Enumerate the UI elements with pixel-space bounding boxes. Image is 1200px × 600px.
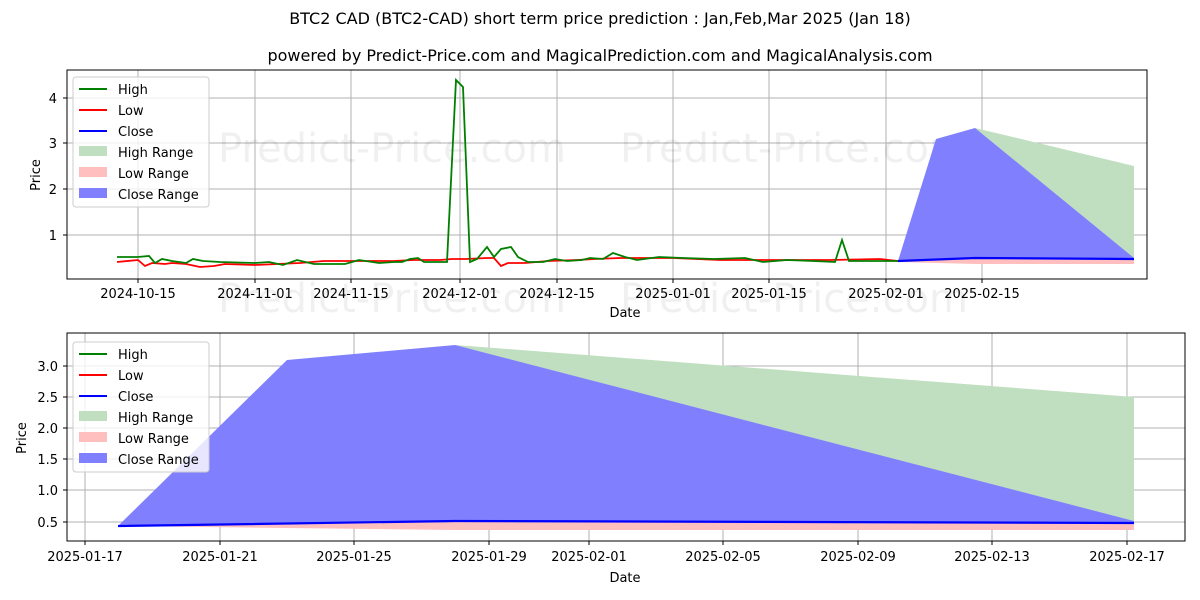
legend-close-range-label: Close Range xyxy=(118,188,199,203)
top-ytick-label: 3 xyxy=(49,137,57,152)
top-grid xyxy=(67,70,1147,279)
bottom-ytick-label: 2.0 xyxy=(37,422,58,437)
bottom-xtick-label: 2025-01-25 xyxy=(316,550,392,565)
top-x-axis-label: Date xyxy=(609,306,640,321)
top-x-ticks xyxy=(137,279,983,283)
top-xtick-label: 2024-10-15 xyxy=(100,287,176,302)
top-ytick-label: 1 xyxy=(49,229,57,244)
legend-high-label: High xyxy=(118,348,148,363)
top-xtick-label: 2024-12-15 xyxy=(519,287,595,302)
bottom-y-axis-label: Price xyxy=(15,422,30,454)
close-line xyxy=(117,519,1135,528)
bottom-x-axis-label: Date xyxy=(609,571,640,586)
bottom-xtick-label: 2025-01-21 xyxy=(182,550,258,565)
close-range-area xyxy=(118,345,1134,526)
top-axes-frame xyxy=(66,69,1148,280)
watermark: Predict-Price.com xyxy=(620,126,968,172)
bottom-y-ticks xyxy=(63,365,67,523)
bottom-ytick-label: 1.0 xyxy=(37,484,58,499)
bottom-chart: Predict-Price.com Predict-Price.com 3.0 … xyxy=(15,332,1186,586)
top-ytick-label: 4 xyxy=(49,92,57,107)
top-chart: Predict-Price.com Predict-Price.com Pred… xyxy=(29,69,1148,322)
bottom-ytick-label: 1.5 xyxy=(37,453,58,468)
legend-close-label: Close xyxy=(118,125,153,140)
bottom-axes-frame xyxy=(66,332,1186,542)
close-range-area xyxy=(898,128,1134,261)
top-xtick-label: 2024-11-01 xyxy=(217,287,293,302)
legend-low-range-label: Low Range xyxy=(118,167,189,182)
top-xtick-label: 2025-02-01 xyxy=(848,287,924,302)
bottom-xtick-label: 2025-01-29 xyxy=(451,550,527,565)
legend-high-range-swatch xyxy=(79,146,107,156)
legend-high-range-label: High Range xyxy=(118,411,193,426)
legend-low-label: Low xyxy=(118,104,144,119)
legend-close-range-swatch xyxy=(79,188,107,198)
bottom-xtick-label: 2025-02-17 xyxy=(1089,550,1165,565)
bottom-ytick-label: 2.5 xyxy=(37,391,58,406)
bottom-ytick-label: 3.0 xyxy=(37,360,58,375)
low-range-area xyxy=(118,522,1134,530)
bottom-xtick-label: 2025-02-13 xyxy=(954,550,1030,565)
top-y-axis-label: Price xyxy=(29,159,44,191)
legend-high-range-label: High Range xyxy=(118,146,193,161)
watermark: Predict-Price.com xyxy=(218,126,566,172)
bottom-xtick-label: 2025-02-01 xyxy=(551,550,627,565)
top-legend: High Low Close High Range Low Range Clos… xyxy=(72,76,210,208)
watermark: Predict-Price.com xyxy=(620,276,968,322)
top-xtick-label: 2025-02-15 xyxy=(944,287,1020,302)
legend-low-range-swatch xyxy=(79,432,107,442)
legend-close-label: Close xyxy=(118,390,153,405)
legend-low-range-swatch xyxy=(79,167,107,177)
top-xtick-label: 2024-12-01 xyxy=(422,287,498,302)
top-xtick-label: 2025-01-15 xyxy=(731,287,807,302)
bottom-x-ticks xyxy=(84,541,1128,545)
legend-high-range-swatch xyxy=(79,411,107,421)
top-xtick-label: 2024-11-15 xyxy=(313,287,389,302)
bottom-xtick-label: 2025-02-09 xyxy=(820,550,896,565)
bottom-legend: High Low Close High Range Low Range Clos… xyxy=(72,341,210,473)
high-line xyxy=(117,77,898,266)
top-xtick-label: 2025-01-01 xyxy=(635,287,711,302)
chart-subtitle: powered by Predict-Price.com and Magical… xyxy=(267,46,933,65)
bottom-ytick-label: 0.5 xyxy=(37,516,58,531)
legend-low-label: Low xyxy=(118,369,144,384)
legend-close-range-swatch xyxy=(79,453,107,463)
top-ytick-label: 2 xyxy=(49,183,57,198)
legend-low-range-label: Low Range xyxy=(118,432,189,447)
chart-title: BTC2 CAD (BTC2-CAD) short term price pre… xyxy=(289,9,911,28)
close-line xyxy=(897,256,1135,263)
legend-close-range-label: Close Range xyxy=(118,453,199,468)
top-y-ticks xyxy=(63,97,67,236)
legend-high-label: High xyxy=(118,83,148,98)
watermark: Predict-Price.com xyxy=(218,276,566,322)
bottom-xtick-label: 2025-02-05 xyxy=(685,550,761,565)
bottom-xtick-label: 2025-01-17 xyxy=(47,550,123,565)
